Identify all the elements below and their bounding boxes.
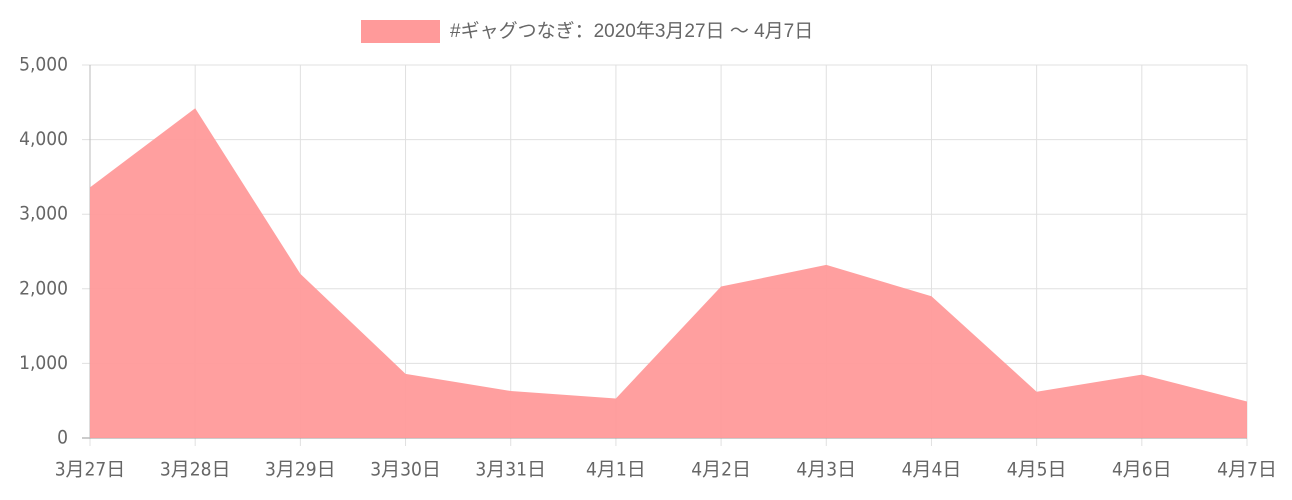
x-tick-label: 3月27日 (55, 459, 126, 481)
y-tick-label: 5,000 (19, 54, 68, 76)
x-tick-label: 4月4日 (902, 459, 962, 481)
x-tick-label: 4月7日 (1217, 459, 1277, 481)
x-tick-label: 4月5日 (1007, 459, 1067, 481)
x-tick-label: 4月2日 (691, 459, 751, 481)
x-tick-label: 4月6日 (1112, 459, 1172, 481)
x-tick-label: 3月30日 (370, 459, 441, 481)
y-tick-label: 0 (57, 427, 68, 449)
x-tick-label: 4月1日 (586, 459, 646, 481)
y-tick-label: 3,000 (19, 203, 68, 225)
legend-swatch (361, 20, 440, 43)
area (90, 108, 1247, 438)
legend-label: #ギャグつなぎ：2020年3月27日 ～ 4月7日 (450, 20, 813, 42)
y-tick-label: 2,000 (19, 277, 68, 299)
y-tick-label: 4,000 (19, 128, 68, 150)
x-tick-label: 3月28日 (160, 459, 231, 481)
x-tick-label: 3月29日 (265, 459, 336, 481)
x-tick-label: 4月3日 (796, 459, 856, 481)
y-tick-label: 1,000 (19, 352, 68, 374)
x-tick-label: 3月31日 (475, 459, 546, 481)
